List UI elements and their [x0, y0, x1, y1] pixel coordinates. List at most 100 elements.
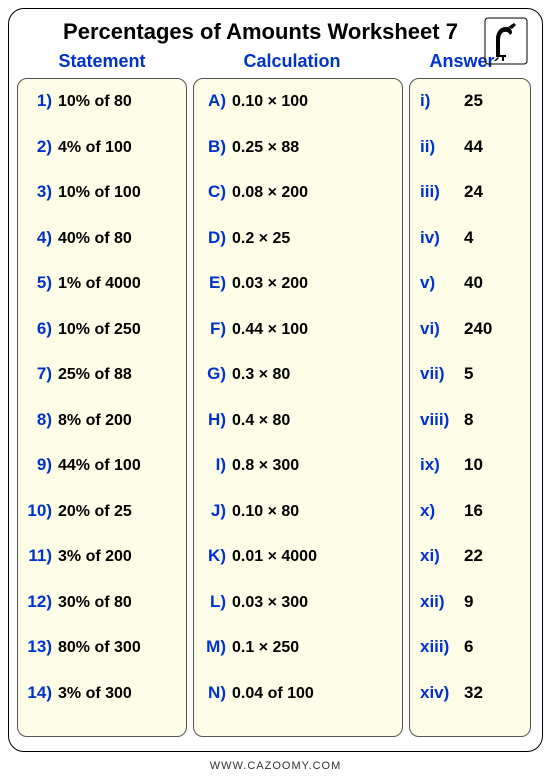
item-number: vii) [416, 364, 458, 384]
item-number: 8) [24, 410, 58, 430]
item-value: 80% of 300 [58, 639, 141, 657]
item-number: 2) [24, 137, 58, 157]
item-number: 12) [24, 592, 58, 612]
item-value: 0.03 × 300 [232, 594, 308, 612]
list-item: C)0.08 × 200 [200, 182, 396, 228]
item-number: F) [200, 319, 232, 339]
list-item: xiv)32 [416, 683, 524, 729]
item-number: i) [416, 91, 458, 111]
item-value: 4% of 100 [58, 139, 132, 157]
item-number: N) [200, 683, 232, 703]
item-number: 5) [24, 273, 58, 293]
list-item: iv)4 [416, 228, 524, 274]
item-value: 0.44 × 100 [232, 321, 308, 339]
item-value: 0.10 × 100 [232, 93, 308, 111]
list-item: B)0.25 × 88 [200, 137, 396, 183]
item-value: 0.10 × 80 [232, 503, 299, 521]
item-value: 8 [458, 410, 473, 430]
item-value: 9 [458, 592, 473, 612]
item-value: 25 [458, 91, 483, 111]
item-number: xiii) [416, 637, 458, 657]
list-item: E)0.03 × 200 [200, 273, 396, 319]
list-item: 6)10% of 250 [24, 319, 180, 365]
item-number: I) [200, 455, 232, 475]
worksheet-title: Percentages of Amounts Worksheet 7 [17, 19, 534, 45]
item-value: 30% of 80 [58, 594, 132, 612]
list-item: 7)25% of 88 [24, 364, 180, 410]
item-value: 44 [458, 137, 483, 157]
item-number: H) [200, 410, 232, 430]
item-number: 7) [24, 364, 58, 384]
item-number: C) [200, 182, 232, 202]
list-item: 2)4% of 100 [24, 137, 180, 183]
list-item: K)0.01 × 4000 [200, 546, 396, 592]
item-value: 0.08 × 200 [232, 184, 308, 202]
item-value: 3% of 200 [58, 548, 132, 566]
item-value: 240 [458, 319, 492, 339]
item-value: 10% of 100 [58, 184, 141, 202]
item-value: 4 [458, 228, 473, 248]
list-item: 11)3% of 200 [24, 546, 180, 592]
item-value: 24 [458, 182, 483, 202]
list-item: x)16 [416, 501, 524, 547]
list-item: H)0.4 × 80 [200, 410, 396, 456]
item-value: 0.01 × 4000 [232, 548, 317, 566]
item-value: 0.03 × 200 [232, 275, 308, 293]
column-headers: Statement Calculation Answer [17, 51, 534, 72]
item-number: 6) [24, 319, 58, 339]
item-number: 10) [24, 501, 58, 521]
item-value: 1% of 4000 [58, 275, 141, 293]
list-item: xi)22 [416, 546, 524, 592]
list-item: vii)5 [416, 364, 524, 410]
item-value: 10% of 80 [58, 93, 132, 111]
item-number: iv) [416, 228, 458, 248]
list-item: M)0.1 × 250 [200, 637, 396, 683]
list-item: v)40 [416, 273, 524, 319]
list-item: 14)3% of 300 [24, 683, 180, 729]
item-value: 6 [458, 637, 473, 657]
item-value: 40% of 80 [58, 230, 132, 248]
columns-wrapper: 1)10% of 802)4% of 1003)10% of 1004)40% … [17, 78, 534, 737]
item-number: vi) [416, 319, 458, 339]
item-number: 11) [24, 546, 58, 566]
item-value: 0.1 × 250 [232, 639, 299, 657]
item-value: 8% of 200 [58, 412, 132, 430]
item-number: ii) [416, 137, 458, 157]
item-number: J) [200, 501, 232, 521]
list-item: F)0.44 × 100 [200, 319, 396, 365]
list-item: viii)8 [416, 410, 524, 456]
item-value: 0.4 × 80 [232, 412, 290, 430]
list-item: 1)10% of 80 [24, 91, 180, 137]
item-number: A) [200, 91, 232, 111]
list-item: iii)24 [416, 182, 524, 228]
list-item: ii)44 [416, 137, 524, 183]
item-value: 0.25 × 88 [232, 139, 299, 157]
list-item: ix)10 [416, 455, 524, 501]
list-item: J)0.10 × 80 [200, 501, 396, 547]
item-number: 9) [24, 455, 58, 475]
item-number: ix) [416, 455, 458, 475]
item-number: xiv) [416, 683, 458, 703]
item-number: D) [200, 228, 232, 248]
item-number: 13) [24, 637, 58, 657]
item-value: 0.8 × 300 [232, 457, 299, 475]
item-number: 14) [24, 683, 58, 703]
item-number: B) [200, 137, 232, 157]
item-value: 32 [458, 683, 483, 703]
list-item: N)0.04 of 100 [200, 683, 396, 729]
list-item: 4)40% of 80 [24, 228, 180, 274]
list-item: 9)44% of 100 [24, 455, 180, 501]
list-item: i)25 [416, 91, 524, 137]
item-value: 0.04 of 100 [232, 685, 314, 703]
item-number: xi) [416, 546, 458, 566]
list-item: G)0.3 × 80 [200, 364, 396, 410]
footer-text: WWW.CAZOOMY.COM [0, 760, 551, 772]
item-number: 1) [24, 91, 58, 111]
bird-icon [484, 17, 528, 65]
answer-column: i)25ii)44iii)24iv)4v)40vi)240vii)5viii)8… [409, 78, 531, 737]
list-item: 3)10% of 100 [24, 182, 180, 228]
list-item: D)0.2 × 25 [200, 228, 396, 274]
item-value: 40 [458, 273, 483, 293]
item-value: 0.2 × 25 [232, 230, 290, 248]
list-item: 5)1% of 4000 [24, 273, 180, 319]
